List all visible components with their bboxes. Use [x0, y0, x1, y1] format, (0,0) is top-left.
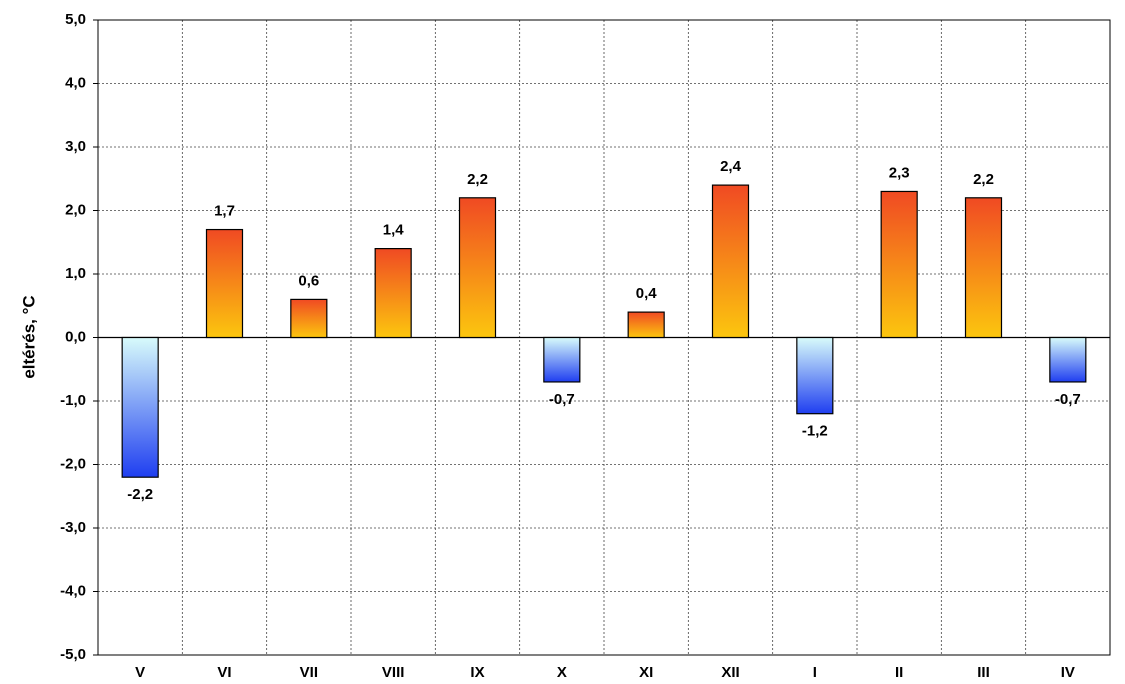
x-tick-label: XI	[639, 664, 653, 681]
bar	[543, 336, 581, 383]
value-label: 0,4	[636, 285, 658, 302]
y-tick-label: -1,0	[60, 392, 86, 409]
bar	[1049, 336, 1087, 383]
bar	[374, 248, 412, 339]
value-label: 2,3	[889, 164, 910, 181]
y-tick-label: 5,0	[65, 11, 86, 28]
value-label: 1,4	[383, 222, 405, 239]
value-label: -2,2	[127, 486, 153, 503]
y-axis-title: eltérés, °C	[19, 295, 38, 378]
bar	[290, 298, 328, 339]
value-label: -0,7	[1055, 391, 1081, 408]
x-tick-label: III	[977, 664, 990, 681]
x-tick-label: X	[557, 664, 567, 681]
value-label: 2,2	[467, 171, 488, 188]
y-tick-label: -3,0	[60, 519, 86, 536]
bar	[964, 197, 1003, 339]
y-tick-label: 3,0	[65, 138, 86, 155]
bar	[711, 184, 750, 339]
x-tick-label: V	[135, 664, 145, 681]
x-tick-label: I	[813, 664, 817, 681]
y-tick-label: 0,0	[65, 328, 86, 345]
y-tick-label: -5,0	[60, 646, 86, 663]
y-tick-label: 1,0	[65, 265, 86, 282]
x-tick-label: IV	[1061, 664, 1075, 681]
value-label: -0,7	[549, 391, 575, 408]
x-tick-label: II	[895, 664, 903, 681]
bar	[205, 228, 244, 339]
value-label: 1,7	[214, 203, 235, 220]
x-tick-label: XII	[721, 664, 739, 681]
bar	[880, 190, 918, 339]
bar	[627, 311, 665, 339]
y-tick-label: -2,0	[60, 455, 86, 472]
value-label: 0,6	[298, 272, 319, 289]
x-tick-label: VIII	[382, 664, 405, 681]
value-label: -1,2	[802, 423, 828, 440]
y-tick-label: 4,0	[65, 74, 86, 91]
x-tick-label: VII	[300, 664, 318, 681]
y-tick-label: -4,0	[60, 582, 86, 599]
value-label: 2,4	[720, 158, 742, 175]
value-label: 2,2	[973, 171, 994, 188]
bar	[121, 336, 159, 478]
x-tick-label: IX	[470, 664, 484, 681]
bar	[458, 197, 497, 339]
bar	[796, 336, 834, 415]
y-tick-label: 2,0	[65, 201, 86, 218]
x-tick-label: VI	[217, 664, 231, 681]
